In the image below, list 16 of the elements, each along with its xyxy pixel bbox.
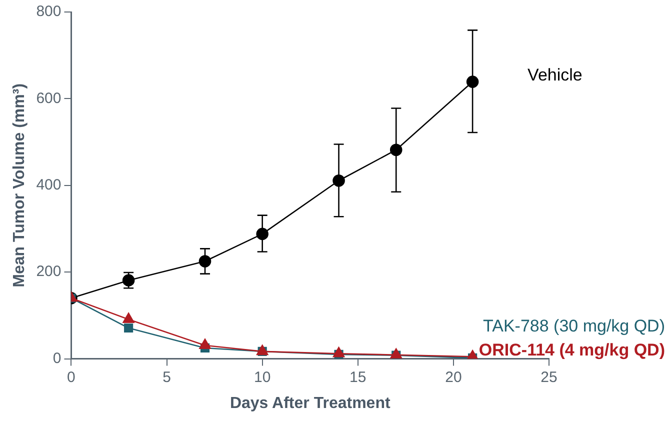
x-tick-label: 10 [254,368,271,386]
y-tick-label: 0 [52,350,62,367]
x-tick-label: 25 [540,368,558,386]
x-tick-label: 15 [350,368,366,386]
y-axis-title: Mean Tumor Volume (mm³) [11,83,28,288]
series-label: TAK-788 (30 mg/kg QD) [482,316,666,336]
y-tick-label: 200 [36,263,62,280]
x-tick-label: 20 [445,368,462,386]
x-axis-title: Days After Treatment [230,394,391,412]
x-tick-label: 0 [67,368,76,386]
y-tick-label: 400 [36,176,62,194]
y-tick-label: 600 [36,90,62,107]
series-label: ORIC-114 (4 mg/kg QD) [478,340,666,360]
x-tick-label: 5 [162,368,171,386]
y-tick-label: 800 [36,3,62,20]
text: Vehicle [528,65,582,84]
